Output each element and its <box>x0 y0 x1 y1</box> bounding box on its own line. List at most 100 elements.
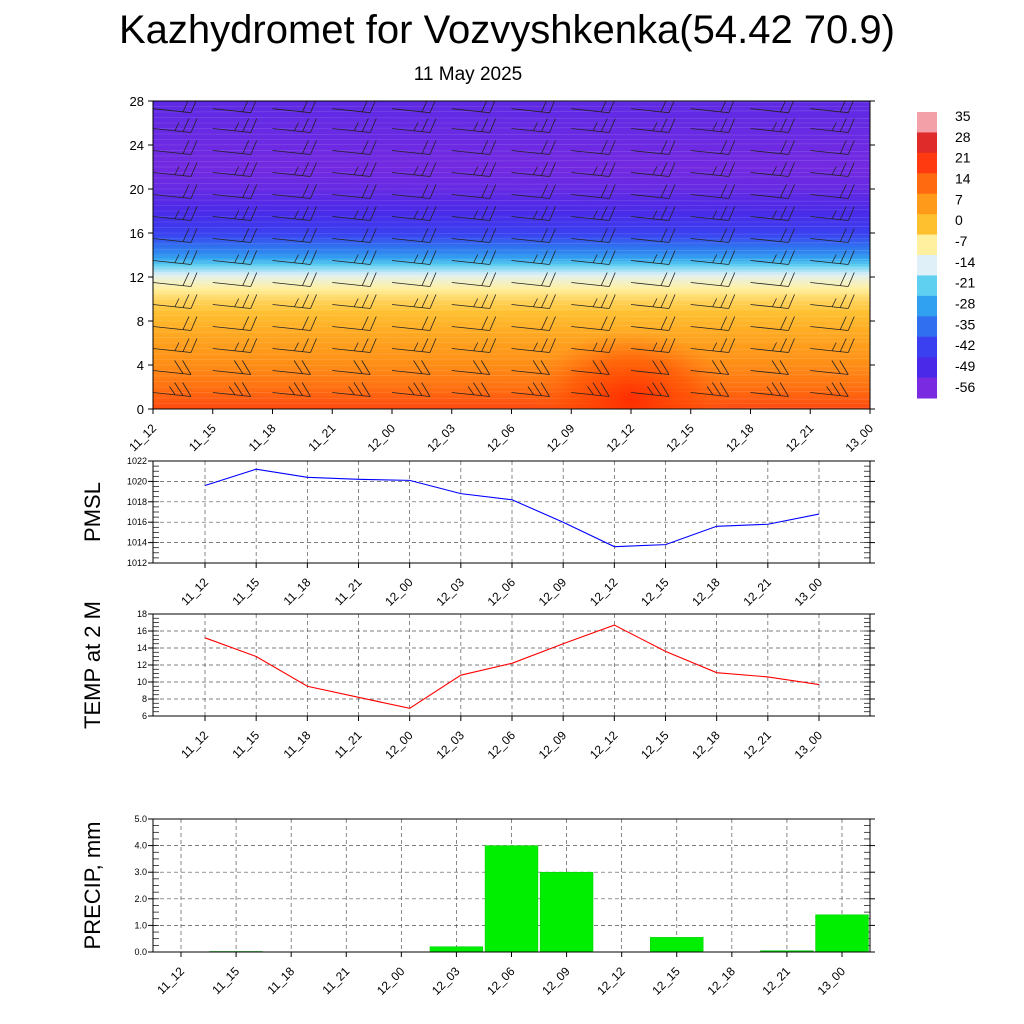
wind-barb-flag <box>772 122 777 131</box>
heatmap-band <box>153 123 870 127</box>
x-tick-label: 12_03 <box>429 964 463 998</box>
heatmap-band <box>153 175 870 179</box>
wind-barb-shaft <box>451 392 490 397</box>
heatmap-band <box>153 293 870 297</box>
wind-barb-flag <box>541 206 548 220</box>
wind-barb <box>212 228 258 243</box>
wind-barb-shaft <box>511 370 550 375</box>
wind-barb <box>451 382 491 397</box>
wind-barb <box>690 294 736 309</box>
precip-panel: 0.0 1.0 2.0 3.0 4.0 5.0 11_12 11_15 11_18 11_21 12… <box>80 814 875 998</box>
wind-barb-shaft <box>810 238 849 243</box>
x-tick-label: 11_21 <box>332 728 365 761</box>
wind-barb-flag <box>234 298 240 307</box>
x-tick-label: 12_15 <box>649 964 683 998</box>
heatmap-band <box>153 299 870 303</box>
heatmap-band <box>153 345 870 350</box>
y-tick-label: 8 <box>142 694 147 704</box>
wind-barb-flag <box>900 229 906 242</box>
wind-barb-flag <box>250 228 258 243</box>
wind-barb-flag <box>608 206 616 221</box>
wind-barb-flag <box>174 254 180 263</box>
wind-barb-flag <box>413 166 419 175</box>
wind-barb-flag <box>242 360 252 375</box>
wind-barb-flag <box>310 294 317 309</box>
wind-barb-flag <box>361 140 369 154</box>
wind-barb-shaft <box>869 172 870 173</box>
wind-barb-flag <box>728 162 736 177</box>
wind-barb <box>451 118 497 133</box>
wind-barb-shaft <box>750 370 789 375</box>
wind-barb-flag <box>831 382 841 396</box>
wind-barb-flag <box>549 162 556 177</box>
wind-barb-flag <box>421 206 429 220</box>
wind-barb <box>391 360 431 375</box>
wind-barb-flag <box>600 118 608 132</box>
wind-barb <box>571 118 616 133</box>
wind-barb-flag <box>660 272 668 286</box>
heatmap-band <box>153 238 870 242</box>
wind-barb <box>571 140 616 155</box>
wind-barb-flag <box>600 294 608 308</box>
wind-barb-flag <box>242 140 250 154</box>
wind-barb-flag <box>728 228 736 243</box>
wind-barb-flag <box>908 99 914 113</box>
y-tick-label: 2.0 <box>134 894 147 904</box>
wind-barb-shaft <box>451 326 490 331</box>
wind-barb-flag <box>780 316 787 330</box>
contour-line <box>153 357 870 360</box>
wind-barb-flag <box>720 228 728 242</box>
x-tick-label: 12_12 <box>604 421 638 455</box>
wind-barb-flag <box>600 228 608 242</box>
heatmap-band <box>153 205 870 209</box>
precip-bar <box>429 946 484 953</box>
wind-barb-flag <box>302 294 309 308</box>
wind-barb-flag <box>712 166 718 175</box>
heatmap-band <box>153 230 870 234</box>
heatmap-band <box>153 279 870 284</box>
wind-barb-flag <box>413 298 419 307</box>
x-tick-label: 11_15 <box>186 421 219 454</box>
wind-barb-flag <box>250 338 258 353</box>
x-tick-label: 12_09 <box>536 575 570 609</box>
x-tick-label: 11_15 <box>209 964 242 997</box>
wind-barb-shaft <box>869 348 870 349</box>
wind-barb-shaft <box>272 370 311 375</box>
heatmap-band <box>153 356 870 361</box>
wind-barb <box>571 272 616 287</box>
wind-barb-flag <box>908 141 914 155</box>
wind-barb-flag <box>847 140 855 155</box>
wind-barb-shaft <box>690 216 729 221</box>
heatmap-band <box>153 186 870 190</box>
wind-barb-shaft <box>690 282 729 287</box>
wind-barb-flag <box>234 360 244 374</box>
wind-barb <box>630 316 676 331</box>
wind-barb-flag <box>660 338 668 352</box>
wind-barb-flag <box>302 118 309 132</box>
wind-barb-flag <box>302 184 309 198</box>
wind-barb-shaft <box>750 260 789 265</box>
wind-barb-flag <box>348 386 355 395</box>
wind-barb <box>332 162 377 177</box>
heatmap-band <box>153 304 870 308</box>
wind-barb <box>511 272 556 287</box>
contour-line <box>153 390 870 393</box>
x-tick-label: 12_06 <box>484 421 518 455</box>
wind-barb-flag <box>242 206 250 220</box>
wind-barb-flag <box>361 162 369 176</box>
wind-barb-flag <box>361 184 369 198</box>
wind-barb-flag <box>660 101 667 112</box>
heatmap-band <box>153 227 870 231</box>
wind-barb <box>391 272 437 287</box>
heatmap-band <box>153 403 870 407</box>
wind-barb-shaft <box>810 326 849 331</box>
wind-barb <box>391 118 437 133</box>
wind-barb-flag <box>660 228 668 242</box>
heatmap-band <box>153 301 870 306</box>
wind-barb-flag <box>892 123 896 131</box>
wind-barb-flag <box>541 162 548 176</box>
x-tick-label: 11_18 <box>281 728 314 761</box>
wind-barb-flag <box>600 162 608 176</box>
chart-subtitle: 11 May 2025 <box>413 64 523 85</box>
wind-barb <box>153 316 198 331</box>
